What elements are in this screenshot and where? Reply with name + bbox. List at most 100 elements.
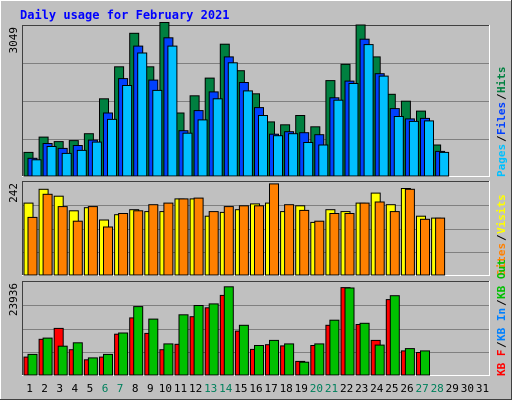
bar-kbout-day-16 xyxy=(254,345,264,376)
legend-item-files: Files xyxy=(495,102,508,135)
x-tick-label-24: 24 xyxy=(370,382,384,395)
bar-sites-day-12 xyxy=(193,197,204,276)
x-tick-label-8: 8 xyxy=(132,382,139,395)
y-max-label: 23936 xyxy=(7,283,20,316)
bar-pages-day-12 xyxy=(197,119,208,177)
bar-sites-day-26 xyxy=(404,188,415,276)
x-tick-label-27: 27 xyxy=(415,382,428,395)
bar-kbout-day-26 xyxy=(404,348,415,376)
x-tick-label-23: 23 xyxy=(355,382,368,395)
x-tick-label-1: 1 xyxy=(26,382,33,395)
bar-kbout-day-3 xyxy=(57,345,68,376)
bar-sites-day-27 xyxy=(420,218,430,276)
bar-sites-day-18 xyxy=(284,204,295,276)
bar-kbout-day-12 xyxy=(193,305,204,376)
bar-kbout-day-17 xyxy=(269,339,279,376)
legend-separator: / xyxy=(495,93,508,100)
legend: KB F/KB In/KB Out xyxy=(495,259,508,376)
bar-kbout-day-15 xyxy=(238,324,249,376)
bar-sites-day-6 xyxy=(103,226,113,276)
legend-separator: / xyxy=(495,341,508,348)
x-tick-label-14: 14 xyxy=(219,382,233,395)
bar-pages-day-8 xyxy=(137,52,148,177)
bar-sites-day-14 xyxy=(223,206,234,276)
x-tick-label-2: 2 xyxy=(41,382,48,395)
bar-pages-day-15 xyxy=(242,90,253,177)
bar-kbout-day-25 xyxy=(389,295,400,376)
bar-kbout-day-14 xyxy=(223,286,234,376)
bar-pages-day-2 xyxy=(46,146,57,177)
bar-pages-day-25 xyxy=(393,116,404,177)
bar-pages-day-23 xyxy=(363,44,374,177)
x-tick-label-18: 18 xyxy=(280,382,293,395)
panel-visitors: 242 Sites /Visits xyxy=(7,181,508,276)
bar-sites-day-2 xyxy=(42,193,53,276)
x-tick-label-12: 12 xyxy=(189,382,202,395)
bar-sites-day-11 xyxy=(178,198,189,276)
x-tick-label-19: 19 xyxy=(295,382,308,395)
bar-pages-day-16 xyxy=(258,115,268,177)
bar-pages-day-3 xyxy=(61,152,72,177)
legend-item-kbin: KB In xyxy=(495,308,508,341)
x-tick-label-29: 29 xyxy=(446,382,459,395)
legend-item-hits: Hits xyxy=(495,67,508,94)
chart-title: Daily usage for February 2021 xyxy=(20,8,230,22)
legend: Pages/Files/Hits xyxy=(495,67,508,178)
x-tick-label-16: 16 xyxy=(249,382,262,395)
bar-pages-day-21 xyxy=(333,99,344,177)
bar-kbout-day-7 xyxy=(118,332,129,376)
bar-pages-day-18 xyxy=(288,133,299,177)
x-axis-labels: 1 2 3 4 5 6 7 8 9 10 11 12 13 14 15 16 17 18 19 20 21 22 23 24 2… xyxy=(26,382,489,395)
legend-separator: / xyxy=(495,299,508,306)
bar-kbout-day-8 xyxy=(133,306,144,376)
bar-sites-day-9 xyxy=(148,204,159,276)
x-tick-label-5: 5 xyxy=(87,382,94,395)
bar-pages-day-1 xyxy=(31,159,42,177)
x-tick-label-31: 31 xyxy=(476,382,489,395)
bar-sites-day-25 xyxy=(389,211,400,276)
bar-sites-day-7 xyxy=(118,213,129,276)
x-tick-label-9: 9 xyxy=(147,382,154,395)
bar-sites-day-4 xyxy=(72,220,83,276)
x-tick-label-3: 3 xyxy=(56,382,63,395)
bar-pages-day-27 xyxy=(424,120,434,177)
legend-item-kbf: KB F xyxy=(495,350,508,377)
y-max-label: 242 xyxy=(7,183,20,203)
bar-sites-day-20 xyxy=(314,220,325,276)
bar-sites-day-5 xyxy=(87,206,98,276)
bar-sites-day-8 xyxy=(133,210,144,276)
bar-kbout-day-18 xyxy=(284,343,295,376)
x-tick-label-17: 17 xyxy=(264,382,277,395)
bar-kbout-day-1 xyxy=(27,353,38,376)
bar-pages-day-7 xyxy=(122,85,133,177)
bar-sites-day-13 xyxy=(208,211,219,276)
x-tick-label-10: 10 xyxy=(159,382,172,395)
x-tick-label-6: 6 xyxy=(102,382,109,395)
panel-requests: 3049 Pages/Files/Hits xyxy=(7,22,508,178)
legend-item-sites: Sites xyxy=(495,243,508,276)
bar-kbout-day-19 xyxy=(299,361,310,376)
x-tick-label-28: 28 xyxy=(431,382,444,395)
x-tick-label-22: 22 xyxy=(340,382,353,395)
x-tick-label-7: 7 xyxy=(117,382,124,395)
bar-sites-day-24 xyxy=(374,201,385,276)
bar-kbout-day-23 xyxy=(359,322,370,376)
bar-sites-day-10 xyxy=(163,202,174,276)
bar-kbout-day-11 xyxy=(178,314,189,376)
bar-kbout-day-2 xyxy=(42,337,53,376)
x-tick-label-21: 21 xyxy=(325,382,338,395)
bar-sites-day-21 xyxy=(329,213,340,276)
x-tick-label-30: 30 xyxy=(461,382,474,395)
bar-kbout-day-24 xyxy=(374,344,385,376)
bar-kbout-day-4 xyxy=(72,342,83,376)
bar-pages-day-19 xyxy=(303,142,314,177)
x-tick-label-11: 11 xyxy=(174,382,187,395)
legend-separator: / xyxy=(495,135,508,142)
bar-kbout-day-27 xyxy=(420,350,430,376)
y-max-label: 3049 xyxy=(7,27,20,54)
bar-pages-day-14 xyxy=(227,62,238,177)
bar-kbout-day-10 xyxy=(163,343,174,376)
bar-kbout-day-22 xyxy=(344,287,355,376)
bar-pages-day-9 xyxy=(152,89,163,177)
